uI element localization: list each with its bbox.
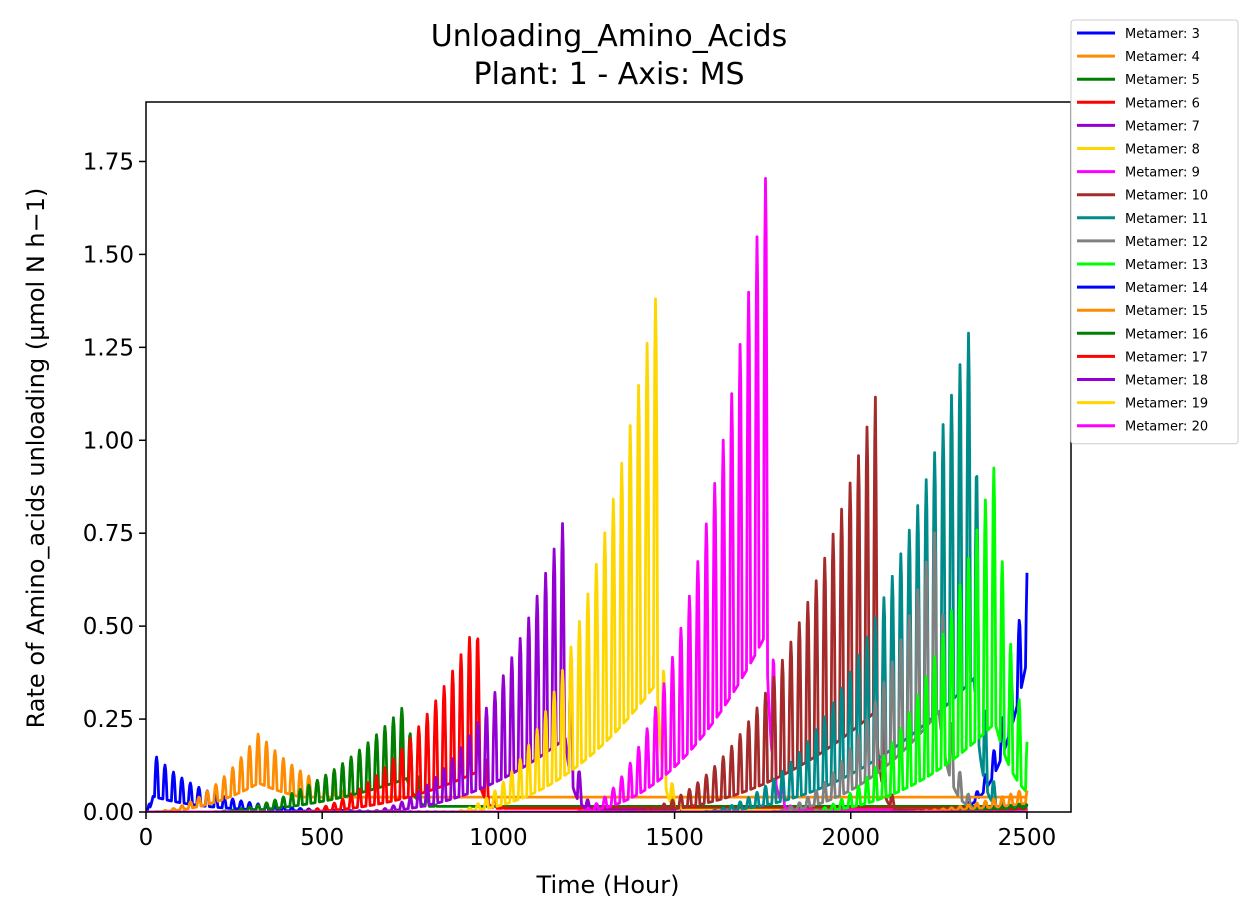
legend-label: Metamer: 5 (1125, 73, 1200, 88)
legend-label: Metamer: 19 (1125, 397, 1208, 412)
series-layer (146, 178, 1027, 812)
legend-label: Metamer: 8 (1125, 143, 1200, 158)
legend-label: Metamer: 6 (1125, 96, 1200, 111)
legend-label: Metamer: 7 (1125, 119, 1200, 134)
x-tick-label: 1000 (469, 825, 528, 851)
legend-label: Metamer: 10 (1125, 189, 1208, 204)
y-tick-label: 1.25 (83, 335, 134, 361)
legend-label: Metamer: 9 (1125, 166, 1200, 181)
legend-label: Metamer: 4 (1125, 50, 1200, 65)
legend: Metamer: 3 Metamer: 4 Metamer: 5 Metamer: 6… (1071, 20, 1238, 444)
x-tick-label: 2500 (998, 825, 1057, 851)
x-axis: 0 500 1000 1500 2000 2500 (139, 812, 1057, 851)
y-axis-label: Rate of Amino_acids unloading (µmol N h−… (22, 188, 50, 729)
legend-label: Metamer: 15 (1125, 304, 1208, 319)
legend-label: Metamer: 13 (1125, 258, 1208, 273)
x-tick-label: 2000 (821, 825, 880, 851)
legend-label: Metamer: 11 (1125, 212, 1208, 227)
chart-title: Unloading_Amino_Acids (431, 19, 787, 54)
x-axis-label: Time (Hour) (536, 871, 680, 899)
legend-label: Metamer: 18 (1125, 374, 1208, 389)
legend-label: Metamer: 3 (1125, 27, 1200, 42)
y-tick-label: 1.75 (83, 149, 134, 175)
y-axis: 0.00 0.25 0.50 0.75 1.00 1.25 1.50 1.75 (83, 149, 146, 826)
y-tick-label: 1.50 (83, 242, 134, 268)
y-tick-label: 0.50 (83, 614, 134, 640)
x-tick-label: 500 (300, 825, 344, 851)
y-tick-label: 0.00 (83, 800, 134, 826)
y-tick-label: 0.75 (83, 521, 134, 547)
y-tick-label: 0.25 (83, 707, 134, 733)
legend-label: Metamer: 12 (1125, 235, 1208, 250)
chart-subtitle: Plant: 1 - Axis: MS (473, 57, 744, 92)
legend-label: Metamer: 16 (1125, 327, 1208, 342)
y-tick-label: 1.00 (83, 428, 134, 454)
legend-label: Metamer: 14 (1125, 281, 1208, 296)
legend-label: Metamer: 17 (1125, 350, 1208, 365)
legend-label: Metamer: 20 (1125, 420, 1208, 435)
x-tick-label: 0 (139, 825, 154, 851)
x-tick-label: 1500 (645, 825, 704, 851)
